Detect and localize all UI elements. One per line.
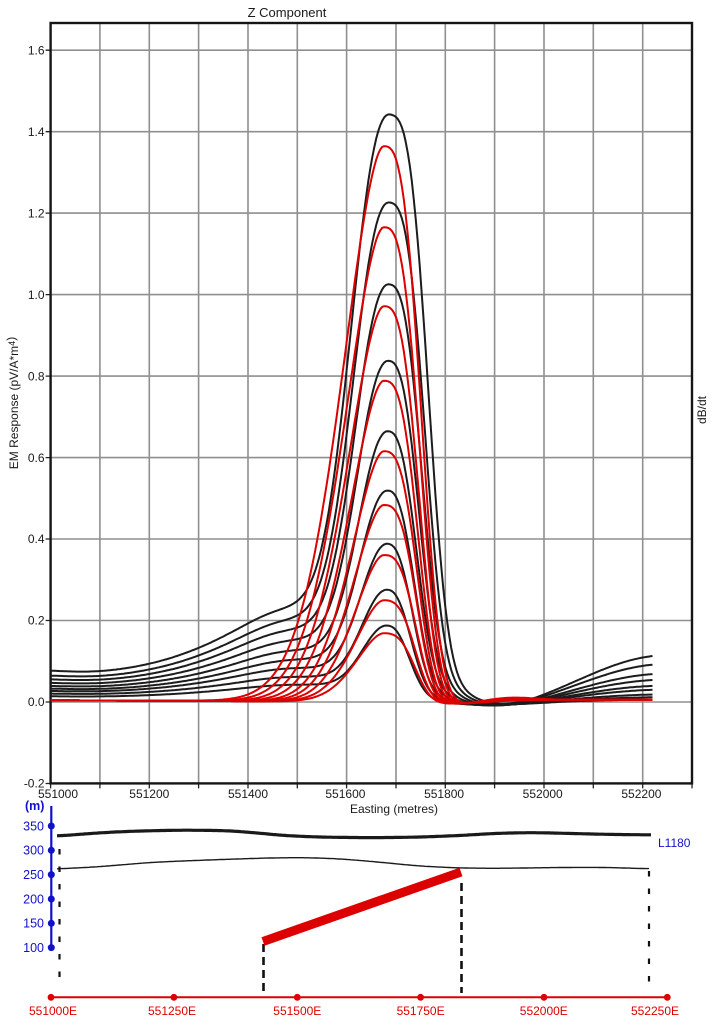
svg-text:Easting (metres): Easting (metres)	[350, 802, 438, 816]
svg-text:551500E: 551500E	[273, 1004, 321, 1018]
svg-text:L1180: L1180	[658, 836, 691, 850]
svg-text:350: 350	[23, 819, 44, 833]
svg-text:551750E: 551750E	[397, 1004, 445, 1018]
svg-text:0.6: 0.6	[28, 451, 45, 465]
svg-text:(m): (m)	[25, 799, 44, 813]
svg-text:552200: 552200	[621, 787, 661, 801]
svg-text:551250E: 551250E	[148, 1004, 196, 1018]
svg-text:551200: 551200	[129, 787, 169, 801]
svg-text:551800: 551800	[424, 787, 464, 801]
svg-text:551400: 551400	[228, 787, 268, 801]
svg-text:0.4: 0.4	[28, 532, 45, 546]
svg-text:100: 100	[23, 941, 44, 955]
svg-text:1.4: 1.4	[28, 125, 45, 139]
svg-text:Z Component: Z Component	[248, 5, 327, 20]
svg-text:1.0: 1.0	[28, 288, 45, 302]
svg-text:551000: 551000	[38, 787, 78, 801]
svg-text:552250E: 552250E	[631, 1004, 679, 1018]
svg-text:EM Response (pV/A*m4): EM Response (pV/A*m4)	[4, 337, 21, 469]
svg-text:0.8: 0.8	[28, 369, 45, 383]
svg-text:552000E: 552000E	[520, 1004, 568, 1018]
svg-text:250: 250	[23, 868, 44, 882]
svg-text:150: 150	[23, 917, 44, 931]
svg-text:-0.2: -0.2	[24, 777, 45, 791]
svg-text:1.2: 1.2	[28, 206, 45, 220]
svg-text:551000E: 551000E	[29, 1004, 77, 1018]
svg-text:dB/dt: dB/dt	[695, 395, 709, 424]
svg-text:551600: 551600	[325, 787, 365, 801]
svg-text:300: 300	[23, 844, 44, 858]
svg-text:200: 200	[23, 892, 44, 906]
svg-text:0.2: 0.2	[28, 614, 45, 628]
svg-text:1.6: 1.6	[28, 43, 45, 57]
svg-text:0.0: 0.0	[28, 695, 45, 709]
svg-text:552000: 552000	[523, 787, 563, 801]
